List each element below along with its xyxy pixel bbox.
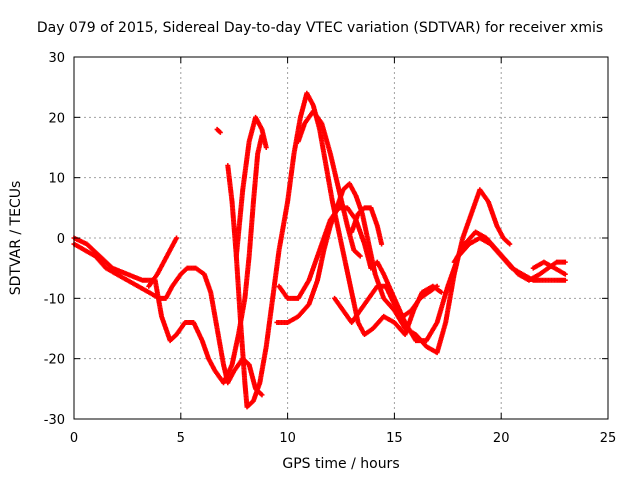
x-tick-label: 0 [70, 431, 78, 446]
series-track-4 [214, 126, 223, 135]
y-tick-label: -20 [44, 353, 65, 368]
x-tick-label: 15 [386, 431, 403, 446]
y-tick-label: -30 [44, 413, 65, 428]
data-point-marker [379, 241, 385, 247]
data-point-marker [562, 277, 568, 283]
series-track-6 [233, 114, 269, 259]
y-tick-label: -10 [44, 292, 65, 307]
data-point-marker [259, 392, 265, 398]
x-tick-label: 25 [600, 431, 617, 446]
series-track-11 [349, 205, 385, 247]
series-track-10 [332, 283, 440, 325]
series-track-13 [530, 259, 568, 277]
series-track-9 [295, 108, 363, 259]
x-tick-label: 5 [177, 431, 185, 446]
data-point-marker [562, 259, 568, 265]
x-axis-label: GPS time / hours [282, 456, 400, 472]
data-point-marker [434, 283, 440, 289]
y-tick-label: 0 [57, 232, 65, 247]
y-tick-label: 10 [48, 172, 65, 187]
x-tick-label: 10 [279, 431, 296, 446]
y-tick-label: 30 [48, 51, 65, 66]
data-point-marker [438, 289, 444, 295]
data-point-marker [507, 241, 513, 247]
data-point-marker [263, 145, 269, 150]
data-point-marker [217, 129, 223, 135]
series-track-12 [451, 229, 568, 283]
y-tick-label: 20 [48, 111, 65, 126]
series-track-5 [225, 90, 444, 410]
data-point-marker [357, 253, 363, 259]
data-point-marker [562, 271, 568, 277]
data-point-marker [174, 235, 180, 241]
x-tick-label: 20 [493, 431, 510, 446]
series-track-3 [146, 235, 180, 289]
chart-title: Day 079 of 2015, Sidereal Day-to-day VTE… [36, 20, 604, 36]
series-track-7 [274, 181, 513, 356]
